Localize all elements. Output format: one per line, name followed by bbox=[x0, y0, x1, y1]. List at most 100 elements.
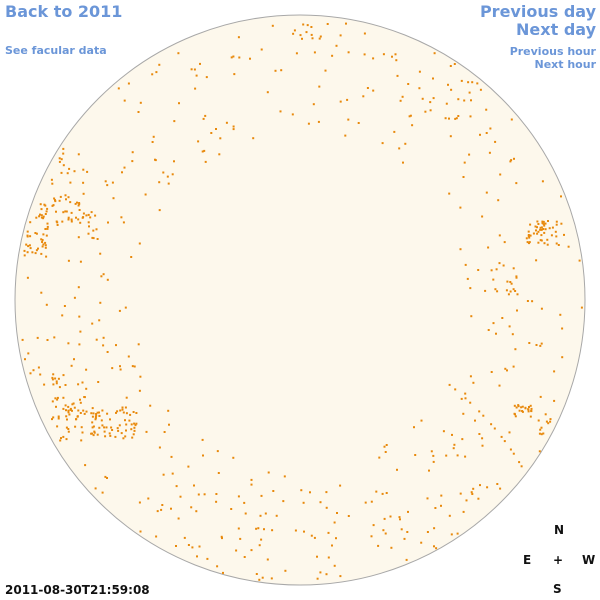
feature-dot bbox=[204, 114, 207, 117]
feature-dot bbox=[509, 160, 512, 163]
feature-dot bbox=[383, 517, 386, 520]
feature-dot bbox=[175, 485, 178, 488]
next-day-link[interactable]: Next day bbox=[516, 20, 596, 39]
feature-dot bbox=[578, 259, 581, 262]
feature-dot bbox=[191, 546, 194, 549]
feature-dot bbox=[302, 23, 305, 26]
feature-dot bbox=[512, 267, 515, 270]
feature-dot bbox=[58, 386, 61, 389]
feature-dot bbox=[151, 73, 154, 76]
feature-dot bbox=[62, 147, 65, 150]
feature-dot bbox=[162, 171, 165, 174]
feature-dot bbox=[194, 87, 197, 90]
feature-dot bbox=[116, 410, 119, 413]
feature-dot bbox=[237, 527, 240, 530]
feature-dot bbox=[162, 473, 165, 476]
feature-dot bbox=[99, 252, 102, 255]
feature-dot bbox=[42, 243, 45, 246]
feature-dot bbox=[490, 269, 493, 272]
feature-dot bbox=[474, 419, 476, 422]
feature-dot bbox=[472, 381, 475, 384]
feature-dot bbox=[506, 369, 508, 372]
feature-dot bbox=[470, 491, 473, 494]
feature-dot bbox=[122, 221, 125, 224]
feature-dot bbox=[487, 246, 490, 249]
feature-dot bbox=[104, 475, 107, 478]
feature-dot bbox=[507, 293, 510, 296]
feature-dot bbox=[101, 424, 104, 427]
feature-dot bbox=[46, 222, 49, 225]
back-to-year-link[interactable]: Back to 2011 bbox=[5, 2, 123, 21]
feature-dot bbox=[96, 411, 99, 414]
feature-dot bbox=[542, 223, 545, 226]
feature-dot bbox=[90, 211, 93, 214]
feature-dot bbox=[309, 491, 311, 494]
feature-dot bbox=[496, 483, 499, 485]
feature-dot bbox=[81, 431, 84, 434]
feature-dot bbox=[335, 44, 338, 47]
feature-dot bbox=[485, 191, 488, 194]
feature-dot bbox=[541, 222, 544, 225]
feature-dot bbox=[232, 456, 235, 459]
feature-dot bbox=[398, 516, 401, 519]
feature-dot bbox=[39, 213, 41, 216]
feature-dot bbox=[534, 225, 537, 228]
feature-dot bbox=[91, 421, 94, 424]
feature-dot bbox=[161, 504, 164, 506]
feature-dot bbox=[199, 62, 201, 65]
feature-dot bbox=[382, 53, 385, 56]
feature-dot bbox=[179, 495, 182, 498]
feature-dot bbox=[98, 319, 101, 322]
feature-dot bbox=[131, 365, 134, 368]
feature-dot bbox=[83, 396, 86, 399]
feature-dot bbox=[460, 397, 463, 400]
feature-dot bbox=[57, 377, 60, 380]
feature-dot bbox=[344, 134, 347, 137]
feature-dot bbox=[74, 425, 77, 428]
feature-dot bbox=[513, 157, 515, 160]
feature-dot bbox=[139, 375, 142, 378]
feature-dot bbox=[100, 275, 103, 278]
previous-hour-link[interactable]: Previous hour bbox=[509, 45, 596, 58]
feature-dot bbox=[529, 234, 532, 237]
feature-dot bbox=[54, 397, 57, 400]
feature-dot bbox=[64, 384, 67, 386]
feature-dot bbox=[454, 117, 457, 120]
feature-dot bbox=[316, 555, 318, 558]
compass-south-label: S bbox=[553, 582, 562, 596]
feature-dot bbox=[345, 22, 347, 25]
feature-dot bbox=[71, 403, 74, 406]
feature-dot bbox=[67, 218, 70, 221]
previous-day-link[interactable]: Previous day bbox=[479, 2, 596, 21]
feature-dot bbox=[197, 493, 200, 496]
feature-dot bbox=[512, 365, 515, 368]
feature-dot bbox=[305, 31, 308, 34]
feature-dot bbox=[39, 203, 42, 206]
feature-dot bbox=[177, 52, 180, 55]
next-hour-link[interactable]: Next hour bbox=[534, 58, 597, 71]
feature-dot bbox=[333, 521, 336, 524]
feature-dot bbox=[59, 439, 62, 442]
feature-dot bbox=[553, 399, 556, 402]
feature-dot bbox=[118, 424, 121, 427]
feature-dot bbox=[29, 221, 32, 224]
feature-dot bbox=[95, 413, 98, 415]
feature-dot bbox=[81, 381, 84, 384]
feature-dot bbox=[24, 358, 26, 361]
feature-dot bbox=[325, 573, 328, 576]
feature-dot bbox=[79, 330, 82, 333]
feature-dot bbox=[499, 487, 502, 490]
feature-dot bbox=[563, 233, 565, 236]
feature-dot bbox=[538, 432, 541, 435]
feature-dot bbox=[37, 366, 40, 369]
feature-dot bbox=[347, 51, 350, 54]
feature-dot bbox=[91, 426, 94, 429]
feature-dot bbox=[498, 262, 501, 265]
feature-dot bbox=[40, 291, 43, 294]
feature-dot bbox=[52, 416, 55, 419]
see-facular-data-link[interactable]: See facular data bbox=[5, 44, 107, 57]
feature-dot bbox=[529, 415, 532, 418]
feature-dot bbox=[65, 210, 68, 213]
feature-dot bbox=[481, 215, 484, 218]
feature-dot bbox=[195, 74, 198, 77]
